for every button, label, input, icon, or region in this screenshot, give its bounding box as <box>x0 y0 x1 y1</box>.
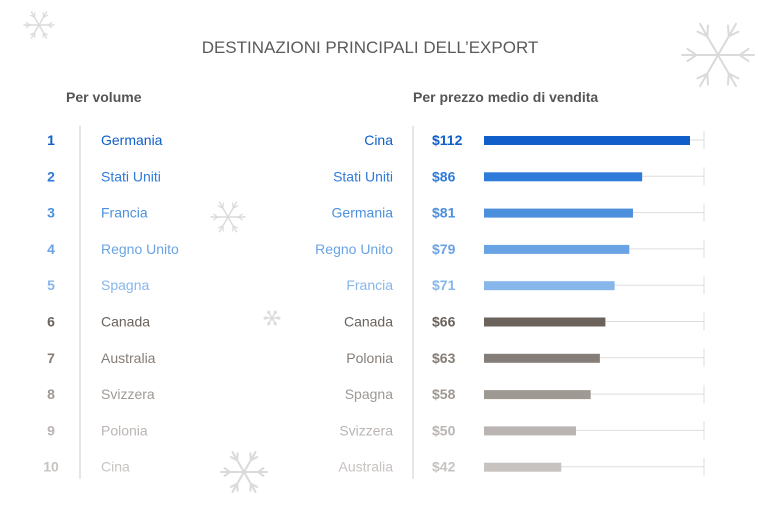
price-bar <box>484 208 633 218</box>
rank-number: 5 <box>47 277 55 293</box>
price-country-label: Stati Uniti <box>333 168 393 184</box>
snowflake-icon <box>263 310 281 326</box>
rank-number: 10 <box>43 459 59 475</box>
rank-number: 2 <box>47 168 55 184</box>
price-country-label: Regno Unito <box>315 241 393 257</box>
snowflake-icon <box>681 22 755 88</box>
price-value-label: $71 <box>432 277 456 293</box>
rank-number: 6 <box>47 314 55 330</box>
price-bar <box>484 317 606 327</box>
snowflake-icon <box>210 201 246 233</box>
price-bar <box>484 172 643 182</box>
price-value-label: $42 <box>432 459 456 475</box>
price-country-label: Spagna <box>345 386 393 402</box>
rank-number: 8 <box>47 386 55 402</box>
rank-number: 4 <box>47 241 55 257</box>
snowflake-decorations <box>23 11 755 493</box>
price-country-label: Germania <box>332 205 394 221</box>
volume-country-label: Canada <box>101 314 150 330</box>
price-country-label: Canada <box>344 314 393 330</box>
volume-country-label: Spagna <box>101 277 149 293</box>
price-value-label: $66 <box>432 314 456 330</box>
price-bar <box>484 353 600 363</box>
volume-country-label: Polonia <box>101 422 148 438</box>
volume-country-label: Cina <box>101 459 130 475</box>
volume-country-label: Francia <box>101 205 148 221</box>
price-value-label: $112 <box>432 132 463 148</box>
chart-rows: 1 Germania Cina $112 2 Stati Uniti Stati Uniti… <box>43 131 705 476</box>
price-value-label: $50 <box>432 422 456 438</box>
volume-heading: Per volume <box>66 89 142 105</box>
rank-number: 9 <box>47 422 55 438</box>
volume-country-label: Regno Unito <box>101 241 179 257</box>
chart-title: DESTINAZIONI PRINCIPALI DELL’EXPORT <box>202 38 539 57</box>
rank-number: 3 <box>47 205 55 221</box>
price-bar <box>484 244 630 254</box>
price-bar <box>484 426 576 436</box>
price-bar <box>484 136 690 145</box>
volume-country-label: Australia <box>101 350 156 366</box>
rank-number: 1 <box>47 132 55 148</box>
price-value-label: $58 <box>432 386 456 402</box>
price-value-label: $81 <box>432 205 456 221</box>
price-value-label: $79 <box>432 241 456 257</box>
price-country-label: Australia <box>339 459 394 475</box>
price-value-label: $86 <box>432 168 456 184</box>
snowflake-icon <box>220 451 268 493</box>
price-country-label: Francia <box>346 277 393 293</box>
price-bar <box>484 281 615 291</box>
price-heading: Per prezzo medio di vendita <box>413 89 598 105</box>
price-bar <box>484 390 591 400</box>
volume-country-label: Germania <box>101 132 163 148</box>
price-country-label: Svizzera <box>339 422 393 438</box>
price-country-label: Cina <box>364 132 393 148</box>
price-bar <box>484 462 562 472</box>
volume-country-label: Svizzera <box>101 386 155 402</box>
volume-country-label: Stati Uniti <box>101 168 161 184</box>
price-country-label: Polonia <box>346 350 393 366</box>
rank-number: 7 <box>47 350 55 366</box>
price-value-label: $63 <box>432 350 456 366</box>
snowflake-icon <box>23 11 55 39</box>
